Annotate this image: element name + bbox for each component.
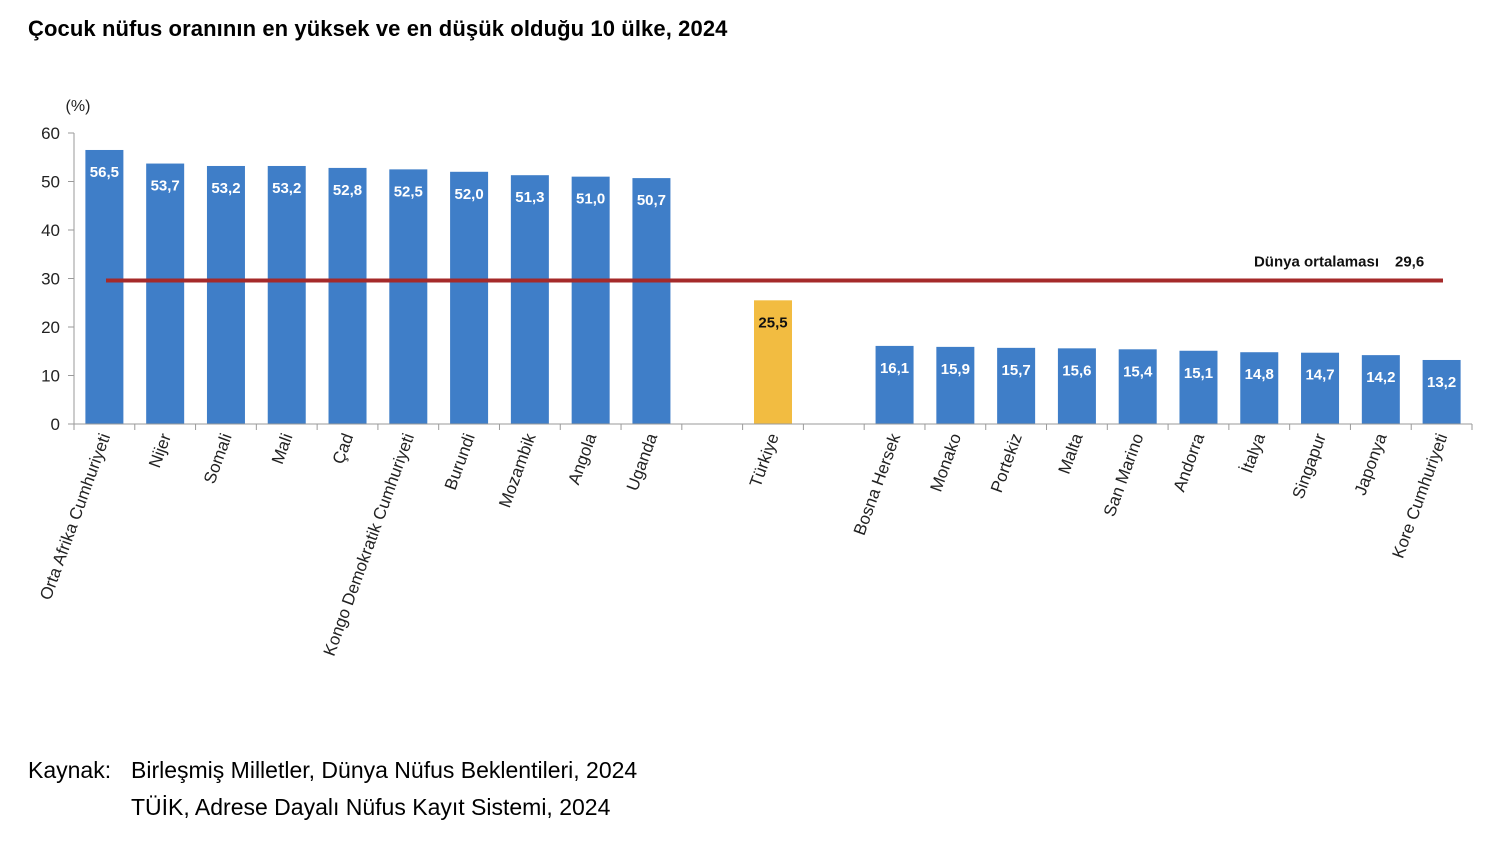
bar: [1301, 352, 1340, 424]
x-category-label: Mali: [268, 431, 297, 467]
x-category-label: Mozambik: [495, 430, 540, 510]
bar-data-label: 52,0: [454, 186, 483, 203]
bar: [1118, 349, 1157, 424]
x-axis: Orta Afrika Cumhuriyeti Nijer Somali Mali Ça…: [36, 423, 1473, 659]
page-title: Çocuk nüfus oranının en yüksek ve en düş…: [28, 16, 728, 41]
bar: [1179, 350, 1218, 424]
y-tick-label: 0: [51, 415, 60, 434]
x-category-label: Orta Afrika Cumhuriyeti: [36, 431, 114, 603]
source-row: Kaynak: Birleşmiş Milletler, Dünya Nüfus…: [28, 752, 637, 789]
x-category-label: Kongo Demokratik Cumhuriyeti: [320, 431, 418, 659]
bar: [389, 169, 428, 424]
world-average-label: Dünya ortalaması: [1254, 253, 1379, 270]
bars-group: 56,5 53,7 53,2 53,2 52,8 52,5 52,0 51,3 51,0 50,7…: [85, 149, 1461, 425]
bar-chart: (%) 0 10 20 30 40 50 60 56,5 53,7 53,2 53,2 52,8 52…: [36, 98, 1473, 659]
x-category-label: Uganda: [623, 430, 661, 493]
source-line-1: Birleşmiş Milletler, Dünya Nüfus Beklent…: [131, 757, 638, 783]
x-category-label: Somali: [200, 431, 236, 486]
x-category-label: Nijer: [145, 431, 175, 471]
bar-data-label: 15,9: [941, 361, 970, 378]
x-category-label: Japonya: [1351, 430, 1391, 497]
x-category-label: Burundi: [441, 431, 479, 493]
bar: [1361, 355, 1400, 424]
bar-data-label: 53,2: [272, 180, 301, 197]
bar-data-label: 53,7: [151, 178, 180, 195]
x-category-label: Malta: [1055, 430, 1087, 476]
x-category-label: İtalya: [1237, 430, 1269, 475]
x-category-label: Monako: [927, 431, 966, 494]
bar: [1422, 359, 1461, 424]
bar-data-label: 51,3: [515, 189, 544, 206]
bar-data-label: 14,2: [1366, 369, 1395, 386]
bar-data-label: 14,7: [1305, 367, 1334, 384]
bar: [267, 165, 306, 425]
bar-data-label: 13,2: [1427, 374, 1456, 391]
bar-data-label: 25,5: [758, 314, 787, 331]
bar: [754, 300, 792, 424]
world-average-value: 29,6: [1395, 253, 1424, 270]
x-category-label: Türkiye: [746, 431, 783, 490]
bar: [936, 346, 975, 424]
bar-data-label: 15,4: [1123, 363, 1153, 380]
bar: [1240, 352, 1279, 424]
bar: [510, 175, 549, 424]
y-tick-label: 20: [41, 318, 60, 337]
bar: [632, 178, 671, 424]
x-category-label: San Marino: [1100, 431, 1148, 519]
bar-data-label: 15,6: [1062, 362, 1091, 379]
y-axis-unit-label: (%): [66, 98, 91, 115]
bar: [571, 176, 610, 424]
bar-data-label: 51,0: [576, 191, 605, 208]
bar: [206, 165, 245, 425]
y-axis: 0 10 20 30 40 50 60: [41, 124, 75, 434]
bar-data-label: 56,5: [90, 164, 119, 181]
bar-data-label: 15,1: [1184, 365, 1213, 382]
y-tick-label: 40: [41, 221, 60, 240]
x-category-label: Bosna Hersek: [850, 430, 905, 537]
bar: [146, 163, 185, 424]
bar-data-label: 52,5: [394, 183, 423, 200]
x-category-label: Andorra: [1170, 430, 1209, 494]
x-category-label: Singapur: [1289, 431, 1330, 502]
bar-data-label: 52,8: [333, 182, 362, 199]
source-row: TÜİK, Adrese Dayalı Nüfus Kayıt Sistemi,…: [28, 789, 637, 826]
y-tick-label: 30: [41, 270, 60, 289]
bar-data-label: 53,2: [211, 180, 240, 197]
world-average-line-group: Dünya ortalaması 29,6: [106, 253, 1443, 283]
bar: [450, 171, 489, 424]
source-block: Kaynak: Birleşmiş Milletler, Dünya Nüfus…: [28, 752, 637, 826]
bar: [85, 149, 124, 424]
bar: [875, 345, 914, 424]
x-category-label: Portekiz: [987, 431, 1026, 495]
x-category-label: Angola: [564, 430, 600, 487]
y-tick-label: 10: [41, 367, 60, 386]
bar: [1057, 348, 1096, 424]
source-label: Kaynak:: [28, 757, 112, 783]
bar-data-label: 15,7: [1002, 362, 1031, 379]
bar-data-label: 50,7: [637, 192, 666, 209]
bar: [328, 167, 367, 425]
y-tick-label: 50: [41, 173, 60, 192]
bar-data-label: 16,1: [880, 360, 909, 377]
x-category-label: Kore Cumhuriyeti: [1389, 431, 1452, 561]
bar: [997, 347, 1036, 424]
source-line-2: TÜİK, Adrese Dayalı Nüfus Kayıt Sistemi,…: [131, 794, 611, 820]
y-tick-label: 60: [41, 124, 60, 143]
bar-data-label: 14,8: [1245, 366, 1274, 383]
x-category-label: Çad: [329, 431, 358, 467]
